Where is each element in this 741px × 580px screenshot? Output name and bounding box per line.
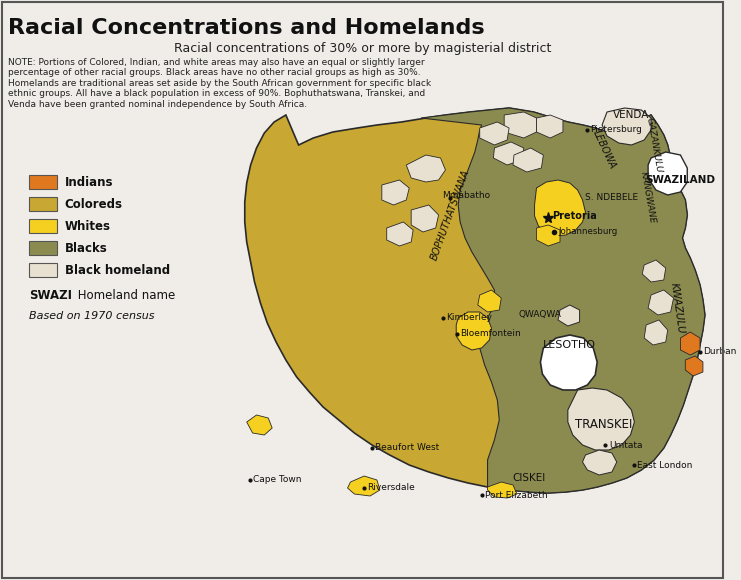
Text: Racial Concentrations and Homelands: Racial Concentrations and Homelands bbox=[8, 18, 485, 38]
Polygon shape bbox=[494, 142, 524, 165]
Text: LEBOWA: LEBOWA bbox=[591, 129, 617, 171]
Text: Pretoria: Pretoria bbox=[552, 211, 597, 221]
Text: Beaufort West: Beaufort West bbox=[375, 444, 439, 452]
Text: Umtata: Umtata bbox=[609, 440, 642, 450]
Bar bbox=[30, 197, 57, 211]
Polygon shape bbox=[247, 415, 272, 435]
Text: KWAZULU: KWAZULU bbox=[669, 282, 686, 334]
Text: Cape Town: Cape Town bbox=[253, 476, 301, 484]
Bar bbox=[30, 241, 57, 255]
Polygon shape bbox=[582, 450, 617, 475]
Polygon shape bbox=[406, 155, 445, 182]
Polygon shape bbox=[479, 122, 509, 145]
Text: Riversdale: Riversdale bbox=[367, 483, 415, 491]
Text: Black homeland: Black homeland bbox=[64, 263, 170, 277]
Text: Mmabatho: Mmabatho bbox=[442, 191, 491, 201]
Polygon shape bbox=[536, 115, 563, 138]
Polygon shape bbox=[685, 356, 703, 376]
Polygon shape bbox=[456, 312, 491, 350]
Polygon shape bbox=[488, 482, 517, 498]
Bar bbox=[30, 175, 57, 189]
Text: NOTE: Portions of Colored, Indian, and white areas may also have an equal or sli: NOTE: Portions of Colored, Indian, and w… bbox=[8, 58, 431, 108]
Text: QWAQWA: QWAQWA bbox=[519, 310, 562, 320]
Text: Homeland name: Homeland name bbox=[74, 289, 176, 302]
Polygon shape bbox=[421, 108, 705, 493]
Text: Kimberley: Kimberley bbox=[446, 313, 493, 321]
Text: LESOTHO: LESOTHO bbox=[543, 340, 597, 350]
Polygon shape bbox=[411, 205, 439, 232]
Text: SWAZI: SWAZI bbox=[30, 289, 73, 302]
Text: Blacks: Blacks bbox=[64, 241, 107, 255]
Text: Whites: Whites bbox=[64, 219, 110, 233]
Polygon shape bbox=[536, 225, 560, 246]
Text: Port Elizabeth: Port Elizabeth bbox=[485, 491, 548, 499]
Polygon shape bbox=[245, 108, 705, 493]
Text: Durban: Durban bbox=[703, 347, 737, 357]
Text: East London: East London bbox=[637, 461, 693, 469]
Text: KANGWANE: KANGWANE bbox=[639, 171, 657, 225]
Polygon shape bbox=[602, 108, 651, 145]
Polygon shape bbox=[348, 476, 380, 496]
Text: Pietersburg: Pietersburg bbox=[591, 125, 642, 135]
Polygon shape bbox=[540, 335, 597, 390]
Bar bbox=[30, 219, 57, 233]
Polygon shape bbox=[680, 332, 700, 355]
Text: Coloreds: Coloreds bbox=[64, 198, 122, 211]
Polygon shape bbox=[642, 260, 665, 282]
Text: TRANSKEI: TRANSKEI bbox=[575, 419, 633, 432]
Text: Based on 1970 census: Based on 1970 census bbox=[30, 311, 155, 321]
Polygon shape bbox=[478, 290, 501, 312]
Text: GAZANKULU: GAZANKULU bbox=[645, 117, 663, 173]
Polygon shape bbox=[644, 320, 668, 345]
Text: S. NDEBELE: S. NDEBELE bbox=[585, 194, 639, 202]
Polygon shape bbox=[558, 305, 579, 326]
Text: Indians: Indians bbox=[64, 176, 113, 189]
Polygon shape bbox=[504, 112, 536, 138]
Polygon shape bbox=[513, 148, 543, 172]
Text: Johannesburg: Johannesburg bbox=[558, 227, 617, 237]
Polygon shape bbox=[387, 222, 413, 246]
Text: BOPHUTHATSWANA: BOPHUTHATSWANA bbox=[429, 168, 471, 262]
Text: CISKEI: CISKEI bbox=[512, 473, 545, 483]
Text: VENDA: VENDA bbox=[614, 110, 650, 120]
Polygon shape bbox=[534, 180, 585, 236]
Text: Bloemfontein: Bloemfontein bbox=[460, 328, 521, 338]
Polygon shape bbox=[648, 290, 674, 315]
Polygon shape bbox=[648, 152, 687, 195]
Text: Racial concentrations of 30% or more by magisterial district: Racial concentrations of 30% or more by … bbox=[174, 42, 551, 55]
Text: SWAZILAND: SWAZILAND bbox=[645, 175, 715, 185]
Polygon shape bbox=[568, 388, 634, 450]
Polygon shape bbox=[382, 180, 409, 205]
Bar bbox=[30, 263, 57, 277]
